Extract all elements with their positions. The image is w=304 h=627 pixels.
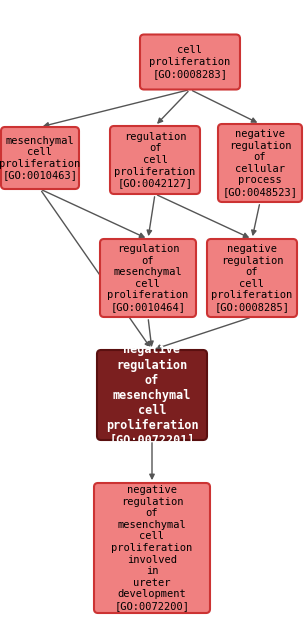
Text: negative
regulation
of
cell
proliferation
[GO:0008285]: negative regulation of cell proliferatio… [211, 244, 293, 312]
Text: negative
regulation
of
cellular
process
[GO:0048523]: negative regulation of cellular process … [223, 129, 298, 197]
Text: mesenchymal
cell
proliferation
[GO:0010463]: mesenchymal cell proliferation [GO:00104… [0, 135, 81, 181]
Text: negative
regulation
of
mesenchymal
cell
proliferation
[GO:0072201]: negative regulation of mesenchymal cell … [106, 344, 198, 446]
Text: regulation
of
cell
proliferation
[GO:0042127]: regulation of cell proliferation [GO:004… [114, 132, 196, 188]
FancyBboxPatch shape [94, 483, 210, 613]
FancyBboxPatch shape [110, 126, 200, 194]
Text: cell
proliferation
[GO:0008283]: cell proliferation [GO:0008283] [149, 45, 231, 78]
FancyBboxPatch shape [97, 350, 207, 440]
Text: negative
regulation
of
mesenchymal
cell
proliferation
involved
in
ureter
develop: negative regulation of mesenchymal cell … [111, 485, 193, 611]
FancyBboxPatch shape [1, 127, 79, 189]
FancyBboxPatch shape [207, 239, 297, 317]
FancyBboxPatch shape [218, 124, 302, 202]
FancyBboxPatch shape [140, 34, 240, 90]
Text: regulation
of
mesenchymal
cell
proliferation
[GO:0010464]: regulation of mesenchymal cell prolifera… [107, 244, 188, 312]
FancyBboxPatch shape [100, 239, 196, 317]
